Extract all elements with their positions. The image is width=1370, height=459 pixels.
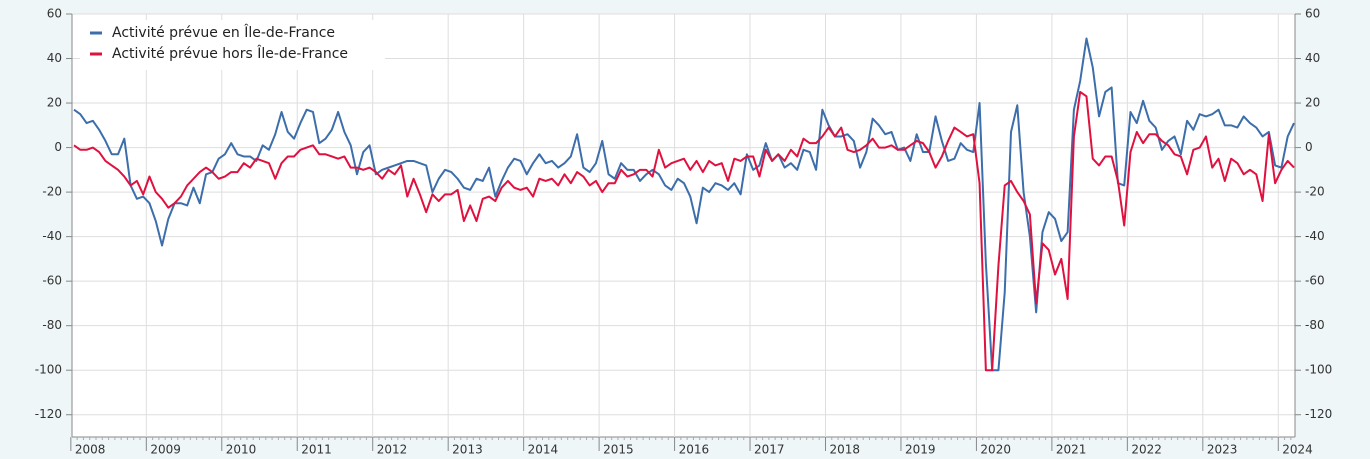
x-tick-label: 2019 xyxy=(905,443,936,457)
y2-tick-label: -80 xyxy=(1305,318,1325,332)
x-tick-label: 2017 xyxy=(754,443,785,457)
x-tick-label: 2021 xyxy=(1056,443,1087,457)
x-tick-label: 2012 xyxy=(377,443,408,457)
x-tick-label: 2018 xyxy=(829,443,860,457)
y2-tick-label: -20 xyxy=(1305,185,1325,199)
x-tick-label: 2008 xyxy=(75,443,106,457)
x-tick-label: 2009 xyxy=(150,443,181,457)
legend: Activité prévue en Île-de-France Activité… xyxy=(80,20,385,70)
y-tick-label: -100 xyxy=(35,363,62,377)
y2-tick-label: 0 xyxy=(1305,140,1313,154)
y-tick-label: 20 xyxy=(47,96,62,110)
y-tick-label: 60 xyxy=(47,7,62,21)
legend-label: Activité prévue hors Île-de-France xyxy=(112,44,348,62)
x-tick-label: 2016 xyxy=(679,443,710,457)
y-tick-label: 40 xyxy=(47,51,62,65)
y-tick-label: -60 xyxy=(42,274,62,288)
y2-tick-label: 60 xyxy=(1305,7,1320,21)
x-tick-label: 2015 xyxy=(603,443,634,457)
y-tick-label: 0 xyxy=(54,140,62,154)
x-tick-label: 2022 xyxy=(1131,443,1162,457)
x-tick-label: 2011 xyxy=(301,443,332,457)
x-tick-label: 2014 xyxy=(528,443,559,457)
y2-tick-label: -40 xyxy=(1305,229,1325,243)
y-tick-label: -20 xyxy=(42,185,62,199)
y2-tick-label: -100 xyxy=(1305,363,1332,377)
plot-area xyxy=(72,14,1295,437)
y2-tick-label: 40 xyxy=(1305,51,1320,65)
y2-tick-label: -60 xyxy=(1305,274,1325,288)
y-tick-label: -80 xyxy=(42,318,62,332)
legend-box xyxy=(80,20,385,70)
x-tick-label: 2010 xyxy=(226,443,257,457)
y2-tick-label: -120 xyxy=(1305,407,1332,421)
x-tick-label: 2013 xyxy=(452,443,483,457)
x-tick-label: 2023 xyxy=(1207,443,1238,457)
y2-tick-label: 20 xyxy=(1305,96,1320,110)
legend-label: Activité prévue en Île-de-France xyxy=(112,23,335,41)
x-tick-label: 2020 xyxy=(980,443,1011,457)
y-tick-label: -40 xyxy=(42,229,62,243)
series-line xyxy=(73,90,1295,372)
y-tick-label: -120 xyxy=(35,407,62,421)
series-line xyxy=(73,37,1295,372)
x-tick-label: 2024 xyxy=(1282,443,1313,457)
